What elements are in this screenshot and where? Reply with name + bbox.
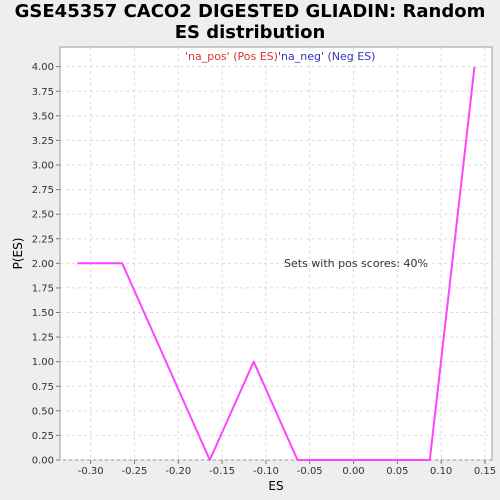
x-tick-label: 0.00	[342, 466, 364, 477]
x-tick-label: 0.15	[474, 466, 496, 477]
y-tick-label: 2.75	[32, 185, 54, 196]
y-tick-label: 1.75	[32, 283, 54, 294]
x-tick-label: -0.20	[165, 466, 191, 477]
y-tick-label: 2.25	[32, 234, 54, 245]
y-tick-label: 4.00	[32, 62, 54, 73]
legend-entry-pos: 'na_pos' (Pos ES)	[185, 50, 278, 63]
x-tick-label: -0.25	[122, 466, 148, 477]
y-tick-label: 3.25	[32, 136, 54, 147]
x-tick-label: -0.10	[253, 466, 279, 477]
x-tick-label: 0.10	[430, 466, 452, 477]
legend-entry-neg: 'na_neg' (Neg ES)	[278, 50, 375, 63]
x-axis-label: ES	[268, 479, 283, 493]
y-tick-label: 1.25	[32, 333, 54, 344]
plot-background	[60, 47, 492, 460]
y-tick-label: 1.50	[32, 308, 54, 319]
y-tick-label: 0.75	[32, 382, 54, 393]
x-tick-label: -0.30	[78, 466, 104, 477]
y-tick-label: 3.00	[32, 161, 54, 172]
y-tick-label: 0.50	[32, 406, 54, 417]
y-tick-label: 0.00	[32, 456, 54, 467]
pos-score-annotation: Sets with pos scores: 40%	[284, 257, 428, 270]
x-tick-label: 0.05	[386, 466, 408, 477]
y-tick-label: 1.00	[32, 357, 54, 368]
y-tick-label: 2.00	[32, 259, 54, 270]
y-tick-label: 3.75	[32, 87, 54, 98]
x-tick-label: -0.15	[209, 466, 235, 477]
y-axis-label: P(ES)	[11, 238, 25, 270]
y-tick-label: 0.25	[32, 431, 54, 442]
x-tick-label: -0.05	[297, 466, 323, 477]
y-tick-label: 2.50	[32, 210, 54, 221]
y-tick-label: 3.50	[32, 111, 54, 122]
